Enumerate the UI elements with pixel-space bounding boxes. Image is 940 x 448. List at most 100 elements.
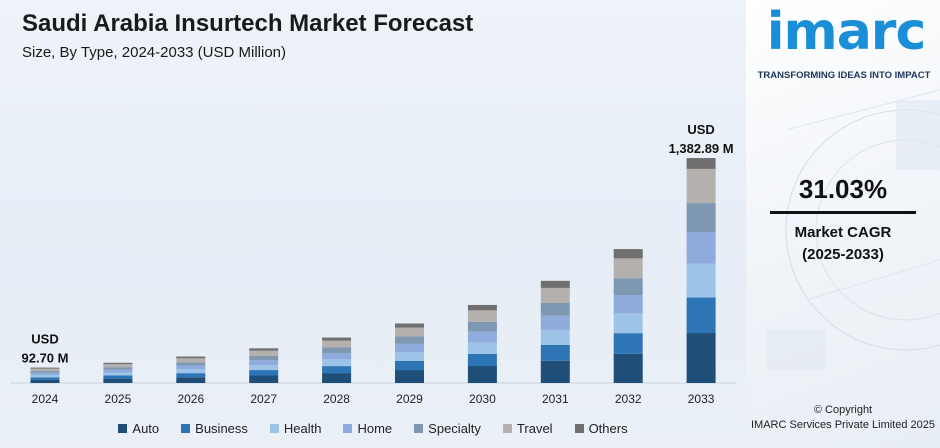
bar-segment-others-2031 <box>540 280 570 288</box>
x-tick-label-2032: 2032 <box>615 392 642 406</box>
legend-label-health: Health <box>283 420 322 436</box>
bar-segment-travel-2030 <box>467 310 497 322</box>
bar-segment-business-2029 <box>395 360 424 371</box>
bar-segment-home-2029 <box>395 343 424 353</box>
imarc-logo: imarc <box>766 2 927 62</box>
brand-panel: imarc TRANSFORMING IDEAS INTO IMPACT 31.… <box>746 0 940 448</box>
bar-segment-specialty-2030 <box>467 321 497 332</box>
legend-item-home: Home <box>343 421 392 436</box>
legend-label-others: Others <box>588 420 628 436</box>
bar-segment-home-2030 <box>467 331 497 343</box>
bar-segment-travel-2024 <box>30 368 60 371</box>
bar-segment-specialty-2032 <box>613 278 643 296</box>
bar-segment-others-2030 <box>467 304 497 311</box>
chart-legend: Auto Business Health Home Specialty Travel Oth… <box>0 418 746 438</box>
bar-segment-auto-2024 <box>30 379 60 383</box>
bar-segment-auto-2028 <box>322 373 352 383</box>
legend-swatch-others <box>574 423 584 433</box>
bar-segment-travel-2031 <box>540 287 570 304</box>
bar-segment-specialty-2027 <box>249 355 279 361</box>
legend-item-business: Business <box>181 421 248 436</box>
bar-segment-others-2028 <box>322 337 352 341</box>
cagr-label: Market CAGR <box>794 224 892 241</box>
bar-segment-others-2029 <box>395 323 424 328</box>
bar-segment-specialty-2028 <box>322 347 352 354</box>
legend-item-auto: Auto <box>118 421 159 436</box>
bar-segment-others-2025 <box>103 362 133 365</box>
bar-segment-business-2027 <box>249 370 279 376</box>
legend-item-specialty: Specialty <box>414 421 481 436</box>
bar-segment-auto-2033 <box>686 333 716 383</box>
legend-swatch-business <box>181 423 191 433</box>
bar-segment-auto-2030 <box>467 366 497 383</box>
bar-segment-home-2031 <box>540 315 570 330</box>
copyright-text: © Copyright <box>813 404 873 416</box>
legend-swatch-home <box>343 423 353 433</box>
company-name: IMARC Services Private Limited 2025 <box>750 419 935 431</box>
bar-segment-business-2031 <box>540 344 570 361</box>
x-tick-label-2027: 2027 <box>250 392 277 406</box>
legend-swatch-travel <box>502 423 512 433</box>
bar-segment-health-2030 <box>467 342 497 354</box>
bar-segment-auto-2025 <box>103 378 133 383</box>
logo-tagline: TRANSFORMING IDEAS INTO IMPACT <box>757 70 931 81</box>
legend-label-home: Home <box>357 420 393 436</box>
x-tick-label-2030: 2030 <box>469 392 496 406</box>
data-label-2024-2: 92.70 M <box>22 351 69 366</box>
bar-segment-health-2028 <box>322 359 352 367</box>
data-label-2024-1: USD <box>31 332 58 347</box>
legend-swatch-specialty <box>414 423 424 433</box>
cagr-value: 31.03% <box>798 174 888 204</box>
legend-swatch-auto <box>118 423 128 433</box>
bar-segment-specialty-2025 <box>103 367 133 370</box>
bar-segment-business-2026 <box>176 373 206 378</box>
bar-segment-travel-2029 <box>395 327 424 337</box>
legend-label-business: Business <box>195 420 248 436</box>
bar-segment-others-2032 <box>613 249 643 259</box>
bar-segment-travel-2027 <box>249 350 279 356</box>
bar-segment-others-2027 <box>249 348 279 351</box>
bar-segment-auto-2029 <box>395 370 424 383</box>
bar-segment-home-2028 <box>322 353 352 360</box>
x-tick-label-2025: 2025 <box>105 392 132 406</box>
bar-segment-others-2024 <box>30 367 60 369</box>
x-tick-label-2033: 2033 <box>688 392 715 406</box>
bar-segment-home-2032 <box>613 295 643 314</box>
legend-item-travel: Travel <box>502 420 553 436</box>
chart-panel: Saudi Arabia Insurtech Market Forecast S… <box>0 0 746 448</box>
data-label-2033-2: 1,382.89 M <box>669 141 734 156</box>
bar-segment-home-2027 <box>249 360 279 365</box>
legend-label-auto: Auto <box>132 420 160 436</box>
cagr-period: (2025-2033) <box>802 246 884 263</box>
bar-segment-health-2024 <box>30 374 60 378</box>
cagr-divider <box>770 211 916 214</box>
bar-segment-home-2033 <box>686 231 716 264</box>
x-tick-label-2028: 2028 <box>323 392 350 406</box>
bar-segment-auto-2032 <box>613 353 643 383</box>
bar-segment-travel-2032 <box>613 258 643 279</box>
bar-segment-travel-2026 <box>176 358 206 363</box>
bar-segment-business-2030 <box>467 353 497 367</box>
legend-item-others: Others <box>574 420 628 436</box>
bar-segment-business-2024 <box>30 377 60 380</box>
bar-segment-home-2025 <box>103 369 133 373</box>
bar-segment-health-2026 <box>176 369 206 374</box>
x-tick-label-2031: 2031 <box>542 392 569 406</box>
bar-segment-business-2033 <box>686 297 716 334</box>
x-tick-label-2026: 2026 <box>177 392 204 406</box>
legend-item-health: Health <box>269 420 322 436</box>
bar-segment-specialty-2033 <box>686 203 716 232</box>
bar-segment-auto-2026 <box>176 377 206 383</box>
bar-segment-business-2032 <box>613 333 643 354</box>
bar-segment-travel-2028 <box>322 340 352 348</box>
stacked-bar-chart: 2024 2025 2026 2027 2028 2029 2030 2031 2032 2033… <box>10 122 736 406</box>
bar-segment-others-2033 <box>686 158 716 169</box>
bar-segment-specialty-2026 <box>176 362 206 366</box>
bar-segment-business-2025 <box>103 375 133 379</box>
bar-segment-specialty-2029 <box>395 336 424 344</box>
bar-segment-health-2031 <box>540 329 570 345</box>
bar-segment-health-2025 <box>103 372 133 376</box>
bar-segment-business-2028 <box>322 366 352 374</box>
legend-label-travel: Travel <box>516 420 553 436</box>
bar-segment-others-2026 <box>176 356 206 359</box>
